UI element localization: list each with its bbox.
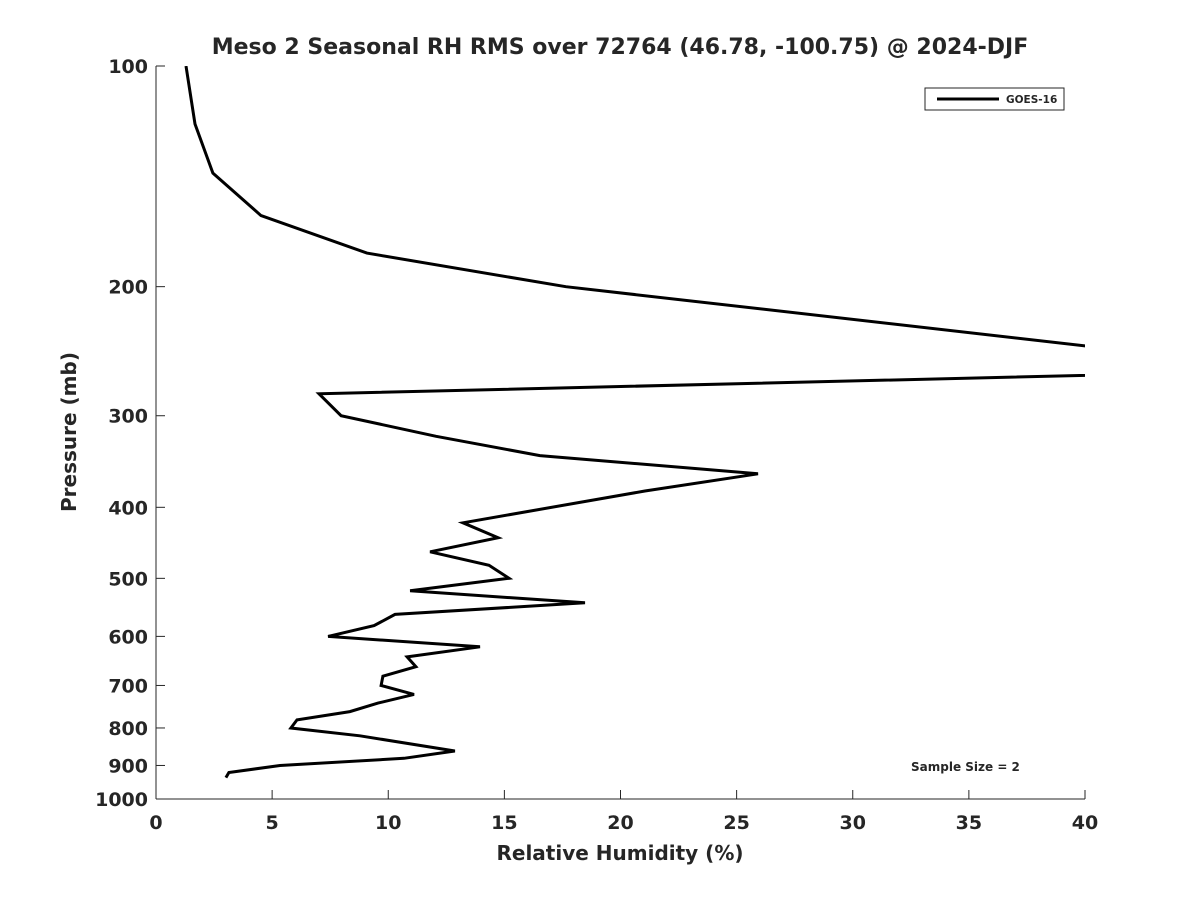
legend-label-goes-16: GOES-16 <box>1006 94 1057 106</box>
y-tick-label: 100 <box>108 56 148 78</box>
x-tick-label: 15 <box>491 812 517 834</box>
y-tick-label: 200 <box>108 277 148 299</box>
x-tick-label: 10 <box>375 812 401 834</box>
x-tick-label: 30 <box>840 812 866 834</box>
sample-size-annotation: Sample Size = 2 <box>911 760 1020 774</box>
y-tick-label: 1000 <box>95 789 148 811</box>
y-tick-label: 500 <box>108 568 148 590</box>
y-axis-label: Pressure (mb) <box>57 352 81 512</box>
y-tick-label: 700 <box>108 675 148 697</box>
series-line-goes-16 <box>184 66 1085 779</box>
x-tick-label: 40 <box>1072 812 1098 834</box>
x-axis-label: Relative Humidity (%) <box>496 841 743 865</box>
x-tick-label: 25 <box>723 812 749 834</box>
x-tick-label: 5 <box>266 812 279 834</box>
x-tick-label: 0 <box>149 812 162 834</box>
y-tick-label: 600 <box>108 626 148 648</box>
x-tick-label: 35 <box>956 812 982 834</box>
y-tick-label: 400 <box>108 497 148 519</box>
y-tick-label: 300 <box>108 406 148 428</box>
chart-title: Meso 2 Seasonal RH RMS over 72764 (46.78… <box>212 35 1029 60</box>
y-tick-label: 900 <box>108 755 148 777</box>
legend: GOES-16 <box>924 87 1065 111</box>
x-tick-label: 20 <box>607 812 633 834</box>
axes: 0 5 10 15 20 25 30 35 40 100 200 300 400 500 600 700 800… <box>95 56 1098 834</box>
y-tick-label: 800 <box>108 718 148 740</box>
